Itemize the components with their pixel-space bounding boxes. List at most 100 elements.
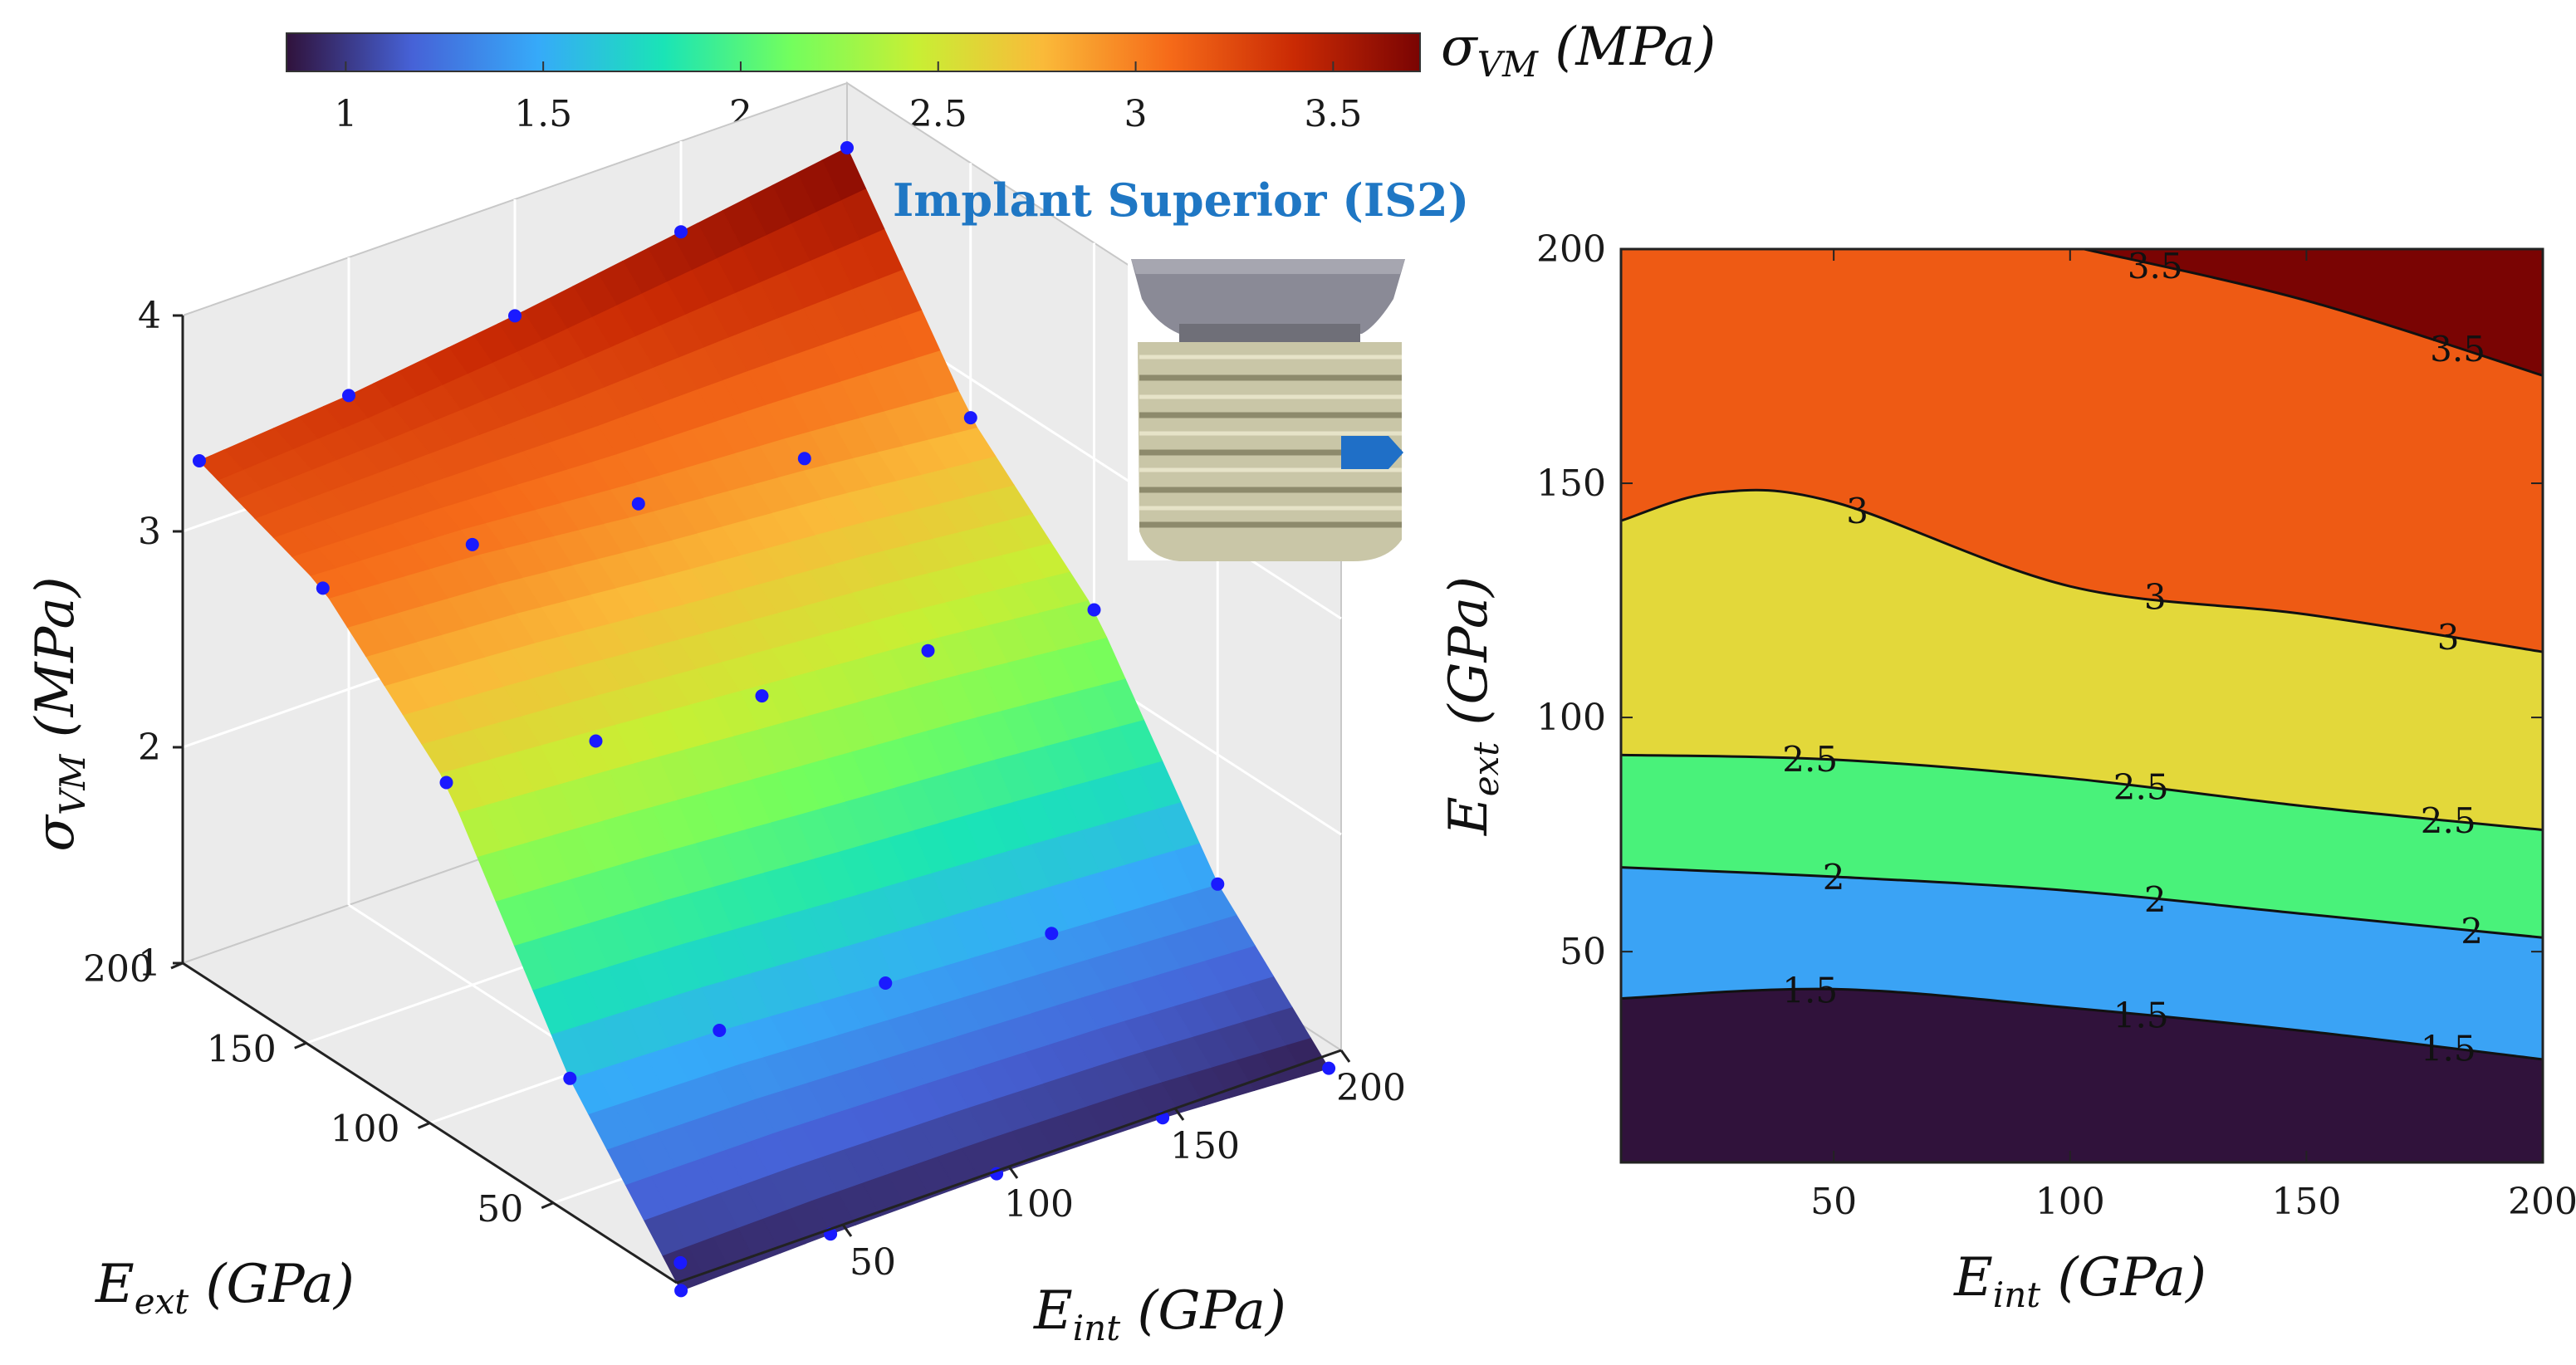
- colorbar-bar: [286, 32, 1421, 72]
- y-tick-label: 200: [83, 948, 153, 991]
- contour-label: 2: [2461, 911, 2483, 952]
- x-axis-label-3d: Eint (GPa): [1033, 1280, 1286, 1348]
- contour-x-tick-label: 50: [1810, 1181, 1857, 1223]
- contour-label: 2: [2144, 879, 2167, 920]
- colorbar-tick-label: 3: [1124, 93, 1148, 135]
- colorbar-label: σVM (MPa): [1441, 17, 1716, 85]
- contour-line: [1621, 488, 2543, 653]
- contour-band: [2084, 249, 2543, 376]
- z-tick-label: 1: [138, 942, 161, 985]
- contour-frame: [1619, 247, 2544, 1164]
- z-tick-label: 3: [138, 511, 161, 553]
- sample-point: [713, 1024, 727, 1037]
- colorbar-tick-label: 1: [334, 93, 357, 135]
- contour-label: 1.5: [2113, 995, 2169, 1035]
- contour-line: [2084, 249, 2543, 377]
- y-tick-label: 50: [477, 1188, 523, 1230]
- sample-point: [1087, 603, 1101, 617]
- contour-lines: 1.5 1.5 1.5 2 2 2 2.5 2.5 2.5 3 3 3 3.5 3.5: [1621, 246, 2543, 1069]
- sample-point: [589, 734, 603, 748]
- y-tick-label: 150: [207, 1028, 277, 1070]
- contour-y-tick-label: 100: [1536, 697, 1606, 739]
- contour-label: 2.5: [1782, 739, 1838, 780]
- x-tick-label: 50: [850, 1241, 896, 1284]
- x-tick-label: 200: [1336, 1067, 1406, 1109]
- contour-y-tick-label: 200: [1536, 228, 1606, 271]
- sample-point: [1211, 877, 1225, 891]
- contour-line: [1621, 987, 2543, 1061]
- x-tick-mark: [1007, 1166, 1019, 1179]
- implant-inset: Implant Superior (IS2): [893, 174, 1469, 561]
- z-tick-label: 4: [138, 295, 161, 337]
- contour-bands: [1621, 249, 2543, 1162]
- contour-band: [1621, 249, 2543, 653]
- x-tick-label: 150: [1170, 1125, 1240, 1167]
- contour-label: 2.5: [2113, 767, 2169, 808]
- arrow-marker: [1341, 436, 1403, 469]
- sample-point: [840, 141, 854, 154]
- sample-point: [963, 411, 977, 425]
- surface-patch: [198, 449, 244, 481]
- y-tick-mark: [170, 961, 184, 970]
- sample-point: [674, 1284, 688, 1298]
- y-tick-mark: [294, 1041, 307, 1049]
- sample-point: [674, 225, 688, 239]
- colorbar-tick-label: 1.5: [514, 93, 572, 135]
- contour-y-axis-label: Eext (GPa): [1438, 576, 1506, 836]
- sample-point: [673, 1255, 688, 1270]
- contour-label: 3: [2437, 617, 2460, 658]
- contour-line: [1621, 866, 2543, 939]
- implant-illustration: [1128, 249, 1410, 561]
- y-tick-label: 100: [331, 1108, 400, 1151]
- colorbar: 1 1.5 2 2.5 3 3.5 σVM (MPa): [286, 17, 1716, 135]
- contour-x-tick-label: 150: [2271, 1181, 2341, 1223]
- colorbar-tick-label: 3.5: [1304, 93, 1362, 135]
- x-tick-mark: [1173, 1108, 1185, 1121]
- contour-label: 3: [2144, 576, 2167, 617]
- x-tick-label: 100: [1004, 1183, 1074, 1226]
- x-tick-mark: [1339, 1049, 1351, 1063]
- contour-label: 2.5: [2421, 800, 2476, 841]
- z-axis-label: σVM (MPa): [25, 576, 93, 851]
- colorbar-ticks: 1 1.5 2 2.5 3 3.5: [334, 61, 1362, 135]
- contour-label: 2: [1823, 857, 1845, 898]
- contour-label: 3: [1846, 491, 1868, 531]
- surface-mesh: [198, 147, 1330, 1292]
- sample-point: [921, 643, 935, 658]
- surface-plot: 1 2 3 4 50 100 150 200 50 100 150 200 σVM (MPa) Eex…: [25, 81, 1469, 1348]
- sample-point: [1322, 1061, 1336, 1075]
- sample-point: [316, 581, 330, 595]
- inset-title: Implant Superior (IS2): [893, 174, 1469, 227]
- colorbar-tick-label: 2.5: [909, 93, 967, 135]
- x-tick-mark: [841, 1224, 853, 1237]
- contour-y-tick-label: 50: [1560, 931, 1606, 973]
- contour-y-tick-label: 150: [1536, 462, 1606, 505]
- contour-label: 1.5: [1782, 971, 1838, 1011]
- sample-point: [342, 389, 355, 403]
- sample-point: [193, 454, 206, 467]
- sample-point: [1045, 927, 1059, 941]
- contour-label: 3.5: [2128, 246, 2183, 286]
- contour-x-tick-label: 200: [2508, 1181, 2576, 1223]
- y-axis-label-3d: Eext (GPa): [95, 1254, 355, 1322]
- sample-point: [563, 1071, 577, 1085]
- contour-label: 3.5: [2430, 329, 2485, 369]
- contour-ticks: 50 100 150 200 50 100 150 200: [1536, 228, 2576, 1223]
- sample-point: [508, 309, 522, 323]
- contour-label: 1.5: [2421, 1028, 2476, 1069]
- y-tick-mark: [417, 1122, 431, 1129]
- sample-point: [879, 976, 893, 990]
- sample-point: [755, 689, 769, 703]
- sample-point: [465, 537, 479, 551]
- z-tick-label: 2: [138, 727, 161, 769]
- sample-point: [439, 775, 453, 790]
- contour-x-axis-label: Eint (GPa): [1953, 1247, 2206, 1315]
- contour-line: [1621, 753, 2543, 831]
- sample-point: [797, 452, 811, 466]
- surface-ticks: 1 2 3 4 50 100 150 200 50 100 150 200: [83, 295, 1406, 1284]
- y-tick-mark: [541, 1201, 554, 1210]
- sample-point: [631, 497, 645, 511]
- contour-x-tick-label: 100: [2035, 1181, 2105, 1223]
- contour-plot: 1.5 1.5 1.5 2 2 2 2.5 2.5 2.5 3 3 3 3.5 3.5 50 100 150 2…: [1438, 228, 2576, 1315]
